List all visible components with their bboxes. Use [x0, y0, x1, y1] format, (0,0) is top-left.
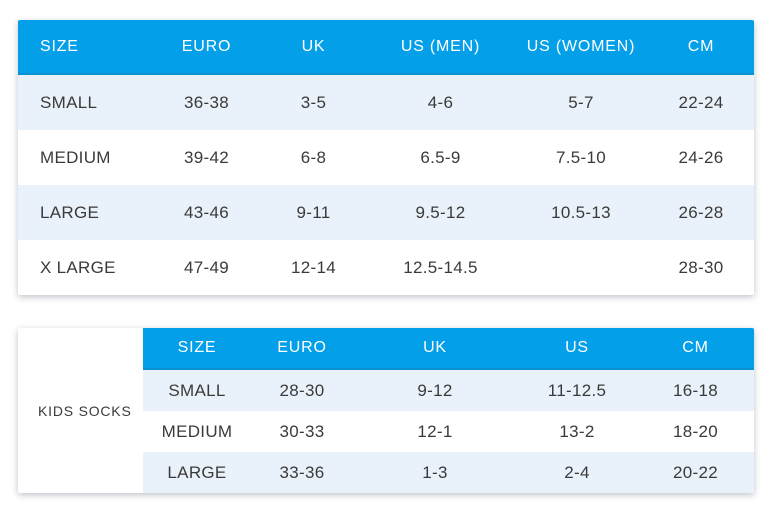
table-cell: 36-38	[153, 75, 260, 130]
table-cell: 4-6	[367, 75, 514, 130]
table-cell: 3-5	[260, 75, 367, 130]
table-cell: 47-49	[153, 240, 260, 295]
column-header: US (MEN)	[367, 20, 514, 75]
table-cell: SMALL	[143, 370, 251, 411]
table-cell: LARGE	[18, 185, 153, 240]
table-cell: 7.5-10	[514, 130, 648, 185]
table-cell: 18-20	[637, 411, 754, 452]
kids-table-body: SMALL 28-30 9-12 11-12.5 16-18 MEDIUM 30-33 12-…	[143, 370, 754, 493]
column-header: SIZE	[143, 328, 251, 370]
table-cell: 1-3	[353, 452, 517, 493]
table-cell: 11-12.5	[517, 370, 637, 411]
table-cell: 30-33	[251, 411, 353, 452]
table-cell: 16-18	[637, 370, 754, 411]
table-cell: 24-26	[648, 130, 754, 185]
table-cell: 22-24	[648, 75, 754, 130]
adult-size-table-card: SIZE EURO UK US (MEN) US (WOMEN) CM SMALL 36-3…	[18, 20, 754, 295]
table-cell: 6-8	[260, 130, 367, 185]
column-header: CM	[648, 20, 754, 75]
table-cell: 2-4	[517, 452, 637, 493]
column-header: US	[517, 328, 637, 370]
table-cell: 39-42	[153, 130, 260, 185]
table-row: LARGE 33-36 1-3 2-4 20-22	[143, 452, 754, 493]
column-header: UK	[260, 20, 367, 75]
kids-size-table: SIZE EURO UK US CM SMALL 28-30 9-12 11-12.5 16-1…	[143, 328, 754, 493]
table-cell: SMALL	[18, 75, 153, 130]
column-header: SIZE	[18, 20, 153, 75]
table-cell: 9.5-12	[367, 185, 514, 240]
table-row: X LARGE 47-49 12-14 12.5-14.5 28-30	[18, 240, 754, 295]
table-cell: MEDIUM	[143, 411, 251, 452]
column-header: CM	[637, 328, 754, 370]
table-cell: 28-30	[648, 240, 754, 295]
kids-header-row: SIZE EURO UK US CM	[143, 328, 754, 370]
table-cell: 12.5-14.5	[367, 240, 514, 295]
table-cell: 12-14	[260, 240, 367, 295]
table-cell: 6.5-9	[367, 130, 514, 185]
table-cell: X LARGE	[18, 240, 153, 295]
table-cell: 43-46	[153, 185, 260, 240]
adult-header-row: SIZE EURO UK US (MEN) US (WOMEN) CM	[18, 20, 754, 75]
table-cell: 5-7	[514, 75, 648, 130]
table-cell: LARGE	[143, 452, 251, 493]
table-row: LARGE 43-46 9-11 9.5-12 10.5-13 26-28	[18, 185, 754, 240]
table-cell: 10.5-13	[514, 185, 648, 240]
table-cell: 13-2	[517, 411, 637, 452]
table-row: SMALL 36-38 3-5 4-6 5-7 22-24	[18, 75, 754, 130]
adult-table-body: SMALL 36-38 3-5 4-6 5-7 22-24 MEDIUM 39-42 6-8 6.…	[18, 75, 754, 295]
adult-size-table: SIZE EURO UK US (MEN) US (WOMEN) CM SMALL 36-3…	[18, 20, 754, 295]
table-cell: 12-1	[353, 411, 517, 452]
kids-socks-label: KIDS SOCKS	[18, 328, 143, 493]
table-cell	[514, 240, 648, 295]
table-row: MEDIUM 39-42 6-8 6.5-9 7.5-10 24-26	[18, 130, 754, 185]
table-cell: 20-22	[637, 452, 754, 493]
table-cell: 9-12	[353, 370, 517, 411]
column-header: US (WOMEN)	[514, 20, 648, 75]
kids-size-table-card: KIDS SOCKS SIZE EURO UK US CM SMALL 28-30 9-12…	[18, 328, 754, 493]
table-row: SMALL 28-30 9-12 11-12.5 16-18	[143, 370, 754, 411]
column-header: EURO	[153, 20, 260, 75]
table-cell: MEDIUM	[18, 130, 153, 185]
table-cell: 28-30	[251, 370, 353, 411]
table-cell: 26-28	[648, 185, 754, 240]
table-cell: 33-36	[251, 452, 353, 493]
column-header: UK	[353, 328, 517, 370]
table-cell: 9-11	[260, 185, 367, 240]
column-header: EURO	[251, 328, 353, 370]
table-row: MEDIUM 30-33 12-1 13-2 18-20	[143, 411, 754, 452]
